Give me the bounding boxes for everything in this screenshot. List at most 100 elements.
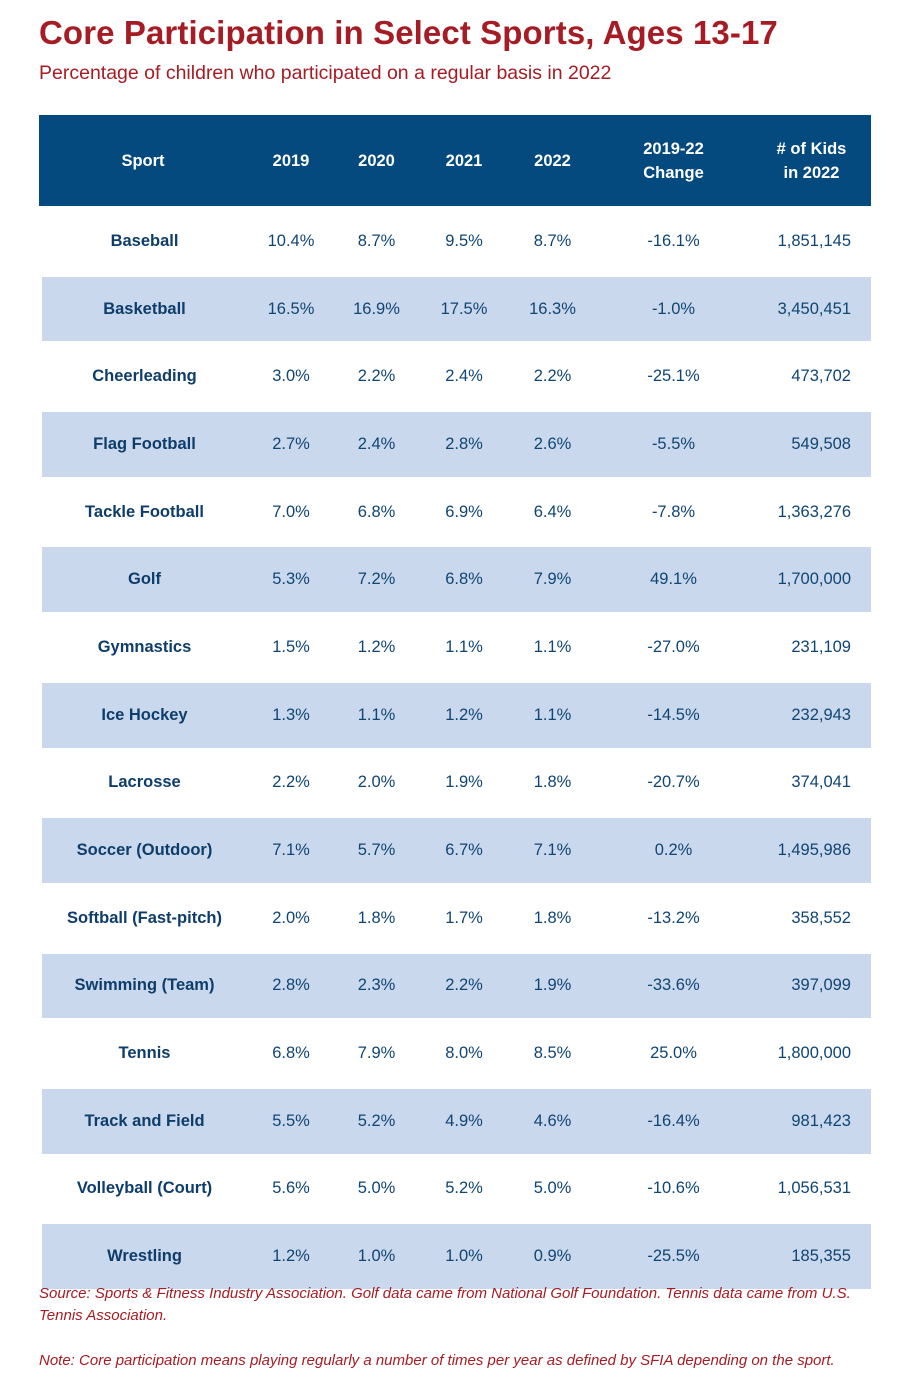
cell-2019: 1.5% — [247, 612, 335, 680]
definition-note: Note: Core participation means playing r… — [39, 1352, 835, 1369]
cell-2022: 1.1% — [510, 679, 595, 748]
cell-2021: 1.0% — [418, 1221, 510, 1289]
cell-kids: 1,700,000 — [752, 544, 871, 613]
table-header-row: Sport 2019 2020 2021 2022 2019-22 Change… — [39, 115, 871, 206]
cell-kids: 232,943 — [752, 679, 871, 748]
cell-change: -27.0% — [595, 612, 752, 680]
cell-change: -7.8% — [595, 476, 752, 545]
cell-2021: 5.2% — [418, 1153, 510, 1222]
table-row: Wrestling 1.2% 1.0% 1.0% 0.9% -25.5% 185,355 — [39, 1221, 871, 1289]
cell-2021: 1.1% — [418, 612, 510, 680]
cell-kids: 473,702 — [752, 341, 871, 409]
cell-2021: 17.5% — [418, 273, 510, 342]
cell-change: -25.5% — [595, 1221, 752, 1289]
cell-sport: Tennis — [39, 1018, 247, 1086]
cell-change: -13.2% — [595, 882, 752, 951]
cell-2019: 1.2% — [247, 1221, 335, 1289]
cell-2022: 1.8% — [510, 882, 595, 951]
cell-2022: 7.1% — [510, 815, 595, 883]
cell-sport: Baseball — [39, 206, 247, 274]
cell-sport: Cheerleading — [39, 341, 247, 410]
cell-sport: Track and Field — [39, 1085, 247, 1154]
cell-2020: 6.8% — [335, 476, 418, 545]
cell-2019: 6.8% — [247, 1018, 335, 1086]
table-row: Basketball 16.5% 16.9% 17.5% 16.3% -1.0% 3,450… — [39, 273, 871, 342]
cell-2020: 1.0% — [335, 1221, 418, 1289]
cell-2021: 2.2% — [418, 950, 510, 1019]
cell-2020: 2.0% — [335, 747, 418, 816]
cell-2020: 2.4% — [335, 409, 418, 477]
table-row: Tackle Football 7.0% 6.8% 6.9% 6.4% -7.8% 1,36… — [39, 476, 871, 545]
cell-change: -14.5% — [595, 679, 752, 748]
cell-2021: 1.9% — [418, 747, 510, 816]
cell-kids: 185,355 — [752, 1221, 871, 1289]
cell-kids: 231,109 — [752, 612, 871, 680]
cell-change: -33.6% — [595, 950, 752, 1019]
cell-2019: 7.0% — [247, 476, 335, 545]
cell-2021: 1.2% — [418, 679, 510, 748]
cell-2019: 3.0% — [247, 341, 335, 409]
cell-2022: 6.4% — [510, 476, 595, 545]
header-kids: # of Kids in 2022 — [752, 115, 871, 206]
table-row: Swimming (Team) 2.8% 2.3% 2.2% 1.9% -33.6% 397… — [39, 950, 871, 1019]
cell-sport: Volleyball (Court) — [39, 1153, 247, 1222]
header-change-line2: Change — [643, 163, 704, 182]
cell-2020: 5.0% — [335, 1153, 418, 1222]
cell-change: -16.1% — [595, 206, 752, 274]
cell-change: -10.6% — [595, 1153, 752, 1222]
cell-2022: 0.9% — [510, 1221, 595, 1289]
cell-sport: Tackle Football — [39, 476, 247, 545]
cell-sport: Ice Hockey — [39, 679, 247, 748]
cell-kids: 1,800,000 — [752, 1018, 871, 1086]
cell-2022: 1.8% — [510, 747, 595, 816]
table-row: Flag Football 2.7% 2.4% 2.8% 2.6% -5.5% 549,50… — [39, 409, 871, 477]
header-change-line1: 2019-22 — [643, 139, 704, 158]
cell-kids: 374,041 — [752, 747, 871, 816]
cell-2020: 1.8% — [335, 882, 418, 951]
table-row: Gymnastics 1.5% 1.2% 1.1% 1.1% -27.0% 231,109 — [39, 612, 871, 680]
cell-sport: Flag Football — [39, 409, 247, 477]
cell-kids: 981,423 — [752, 1085, 871, 1154]
cell-sport: Wrestling — [39, 1221, 247, 1289]
cell-2019: 5.6% — [247, 1153, 335, 1222]
cell-2019: 2.8% — [247, 950, 335, 1019]
cell-2020: 7.9% — [335, 1018, 418, 1086]
cell-change: -25.1% — [595, 341, 752, 409]
cell-kids: 1,851,145 — [752, 206, 871, 274]
cell-2020: 16.9% — [335, 273, 418, 342]
cell-kids: 3,450,451 — [752, 273, 871, 342]
cell-2020: 5.2% — [335, 1085, 418, 1154]
header-2019: 2019 — [247, 115, 335, 206]
table-body: Baseball 10.4% 8.7% 9.5% 8.7% -16.1% 1,851,145… — [39, 206, 871, 1289]
cell-2022: 8.5% — [510, 1018, 595, 1086]
cell-2019: 16.5% — [247, 273, 335, 342]
cell-2022: 1.1% — [510, 612, 595, 680]
header-2021: 2021 — [418, 115, 510, 206]
cell-2019: 2.0% — [247, 882, 335, 951]
cell-2021: 6.8% — [418, 544, 510, 613]
cell-sport: Soccer (Outdoor) — [39, 815, 247, 883]
cell-2019: 10.4% — [247, 206, 335, 274]
cell-2021: 8.0% — [418, 1018, 510, 1086]
table-row: Soccer (Outdoor) 7.1% 5.7% 6.7% 7.1% 0.2% 1,49… — [39, 815, 871, 883]
cell-2020: 1.1% — [335, 679, 418, 748]
cell-2019: 2.7% — [247, 409, 335, 477]
table-row: Volleyball (Court) 5.6% 5.0% 5.2% 5.0% -10.6%… — [39, 1153, 871, 1222]
cell-2019: 7.1% — [247, 815, 335, 883]
table-row: Tennis 6.8% 7.9% 8.0% 8.5% 25.0% 1,800,000 — [39, 1018, 871, 1086]
cell-2020: 1.2% — [335, 612, 418, 680]
cell-2019: 5.3% — [247, 544, 335, 613]
cell-kids: 549,508 — [752, 409, 871, 477]
cell-2022: 7.9% — [510, 544, 595, 613]
cell-change: -16.4% — [595, 1085, 752, 1154]
cell-2021: 9.5% — [418, 206, 510, 274]
cell-2021: 6.9% — [418, 476, 510, 545]
cell-2022: 2.2% — [510, 341, 595, 409]
header-sport: Sport — [39, 115, 247, 206]
cell-change: -5.5% — [595, 409, 752, 477]
cell-2022: 5.0% — [510, 1153, 595, 1222]
chart-subtitle: Percentage of children who participated … — [39, 62, 612, 84]
cell-2022: 8.7% — [510, 206, 595, 274]
cell-2022: 2.6% — [510, 409, 595, 477]
cell-change: -20.7% — [595, 747, 752, 816]
